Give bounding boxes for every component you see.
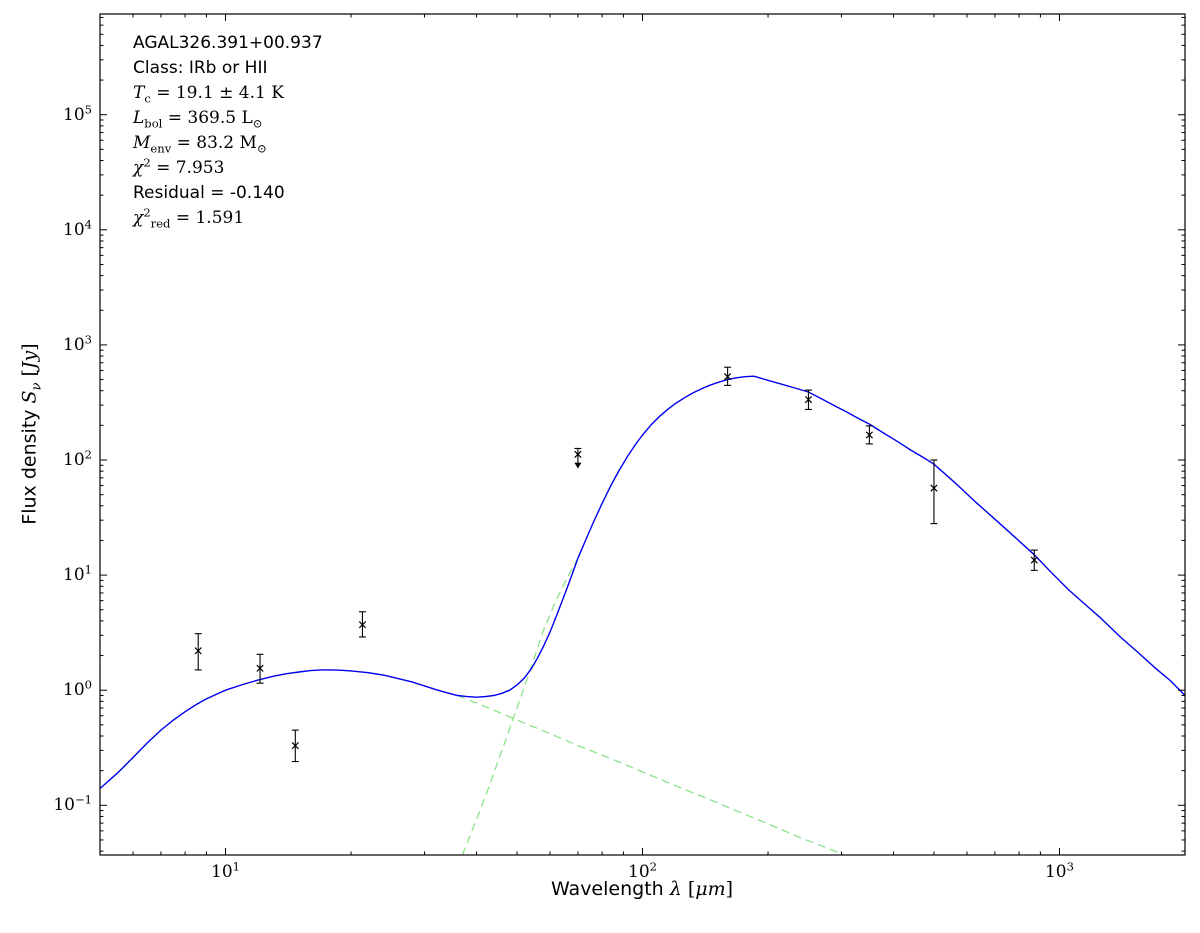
x-marker-icon <box>865 431 873 439</box>
class-line: Class: IRb or HII <box>133 58 268 78</box>
data-point <box>256 653 264 684</box>
cold-component-curve <box>461 557 579 855</box>
data-point <box>930 459 938 525</box>
x-axis-label: Wavelength λ [μm] <box>551 878 733 901</box>
ylabel-part: Flux density <box>18 403 41 525</box>
luminosity-line: Lbol = 369.5 L⊙ <box>133 108 263 131</box>
temperature-line: Tc = 19.1 ± 4.1 K <box>133 83 284 106</box>
plot-frame <box>99 13 1186 856</box>
mass-line: Menv = 83.2 M⊙ <box>133 133 267 156</box>
best-fit-model-curve <box>100 375 1185 790</box>
y-tick-label: 103 <box>63 332 92 355</box>
x-marker-icon <box>1030 556 1038 564</box>
x-marker-icon <box>930 484 938 492</box>
y-tick-label: 10−1 <box>53 792 92 816</box>
series-layer <box>100 375 1185 855</box>
x-marker-icon <box>256 664 264 672</box>
x-marker-icon <box>804 395 813 404</box>
y-tick-label: 100 <box>63 677 92 701</box>
x-tick-label: 101 <box>211 859 241 882</box>
data-point <box>804 389 813 410</box>
y-tick-label: 102 <box>63 447 92 470</box>
upper-limit-arrow-icon <box>574 462 582 469</box>
annotation-block: AGAL326.391+00.937 Class: IRb or HII Tc = … <box>133 31 323 231</box>
source-name: AGAL326.391+00.937 <box>133 33 323 53</box>
data-point <box>358 611 367 638</box>
x-marker-icon <box>291 741 299 750</box>
y-axis-label: Flux density Sν [Jy] <box>18 343 45 525</box>
data-point <box>194 633 202 671</box>
xlabel-part: λ [μm] <box>669 878 734 900</box>
x-tick-label: 103 <box>1044 859 1074 882</box>
chi2red-line: χ2red = 1.591 <box>133 205 245 231</box>
y-tick-label: 105 <box>63 102 92 125</box>
ylabel-part: Sν [Jy] <box>18 343 45 404</box>
x-marker-icon <box>194 647 202 655</box>
x-marker-icon <box>574 450 582 458</box>
warm-component-curve <box>457 694 846 855</box>
photometry-points <box>194 366 1038 763</box>
xlabel-part: Wavelength <box>550 878 670 900</box>
data-point <box>723 366 732 386</box>
x-tick-label: 102 <box>628 859 657 882</box>
y-tick-label: 101 <box>63 562 92 586</box>
data-point <box>865 425 873 445</box>
residual-line: Residual = -0.140 <box>133 183 285 203</box>
x-marker-icon <box>723 373 732 381</box>
y-tick-label: 104 <box>63 217 92 240</box>
chi2-line: χ2 = 7.953 <box>133 155 225 178</box>
data-point <box>574 447 582 469</box>
data-point <box>1030 549 1038 571</box>
data-point <box>291 729 299 763</box>
x-marker-icon <box>358 621 367 629</box>
